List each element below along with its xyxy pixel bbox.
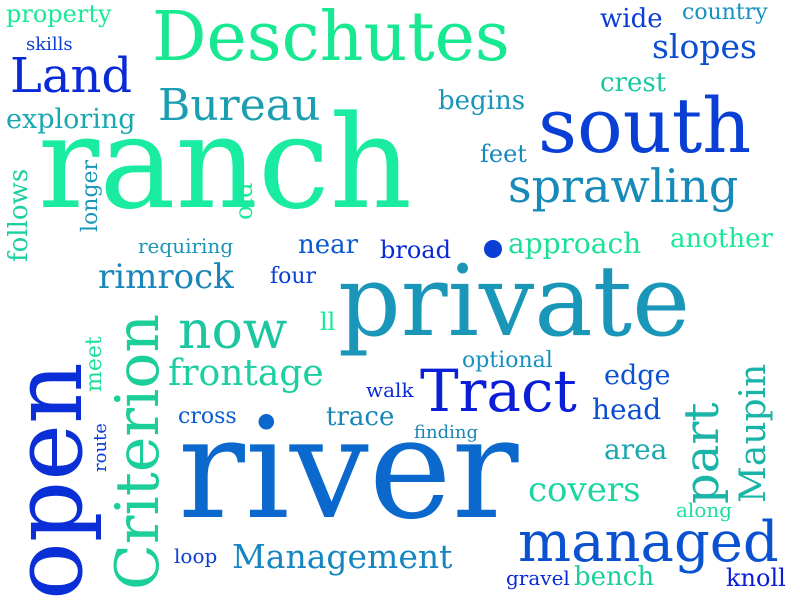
word-knoll: knoll — [726, 564, 786, 592]
word-sprawling: sprawling — [508, 159, 739, 213]
word-edge: edge — [604, 360, 671, 391]
word-wide: wide — [600, 4, 663, 34]
word-rimrock: rimrock — [98, 257, 234, 297]
word-another: another — [670, 224, 773, 254]
word-exploring: exploring — [6, 104, 136, 135]
word-feet: feet — [480, 140, 527, 168]
word-ll: ll — [320, 308, 336, 336]
word-longer: longer — [78, 159, 103, 232]
word-maupin: Maupin — [733, 363, 774, 503]
word-near: near — [298, 230, 359, 260]
word-tract: Tract — [420, 357, 577, 425]
word-broad: broad — [380, 236, 451, 264]
word-land: Land — [10, 48, 133, 104]
word-old: old — [230, 182, 258, 221]
word-cross: cross — [178, 404, 237, 429]
word-covers: covers — [528, 470, 641, 510]
word-route: route — [90, 423, 111, 472]
word-approach: approach — [508, 227, 642, 260]
word-walk: walk — [366, 378, 414, 402]
word-south: south — [538, 81, 752, 170]
word-head: head — [592, 393, 662, 426]
word-area: area — [604, 433, 668, 466]
word-skills: skills — [26, 34, 73, 55]
word-country: country — [682, 0, 768, 25]
word-crest: crest — [600, 68, 667, 98]
word-management: Management — [232, 537, 453, 576]
word-bench: bench — [574, 562, 655, 592]
word-river: river — [178, 388, 519, 551]
word-frontage: frontage — [168, 353, 324, 394]
word-managed: managed — [518, 510, 779, 575]
word-criterion: Criterion — [103, 313, 173, 590]
word-finding: finding — [414, 422, 478, 443]
word-gravel: gravel — [506, 566, 570, 590]
word-follows: follows — [4, 168, 34, 262]
word-loop: loop — [174, 544, 218, 568]
word-open: open — [0, 362, 104, 600]
word-requiring: requiring — [138, 234, 234, 258]
word-now: now — [178, 301, 288, 361]
word-meet: meet — [82, 336, 107, 392]
word-ranch: ranch — [38, 89, 413, 238]
word-slopes: slopes — [652, 27, 757, 66]
word-optional: optional — [462, 348, 553, 373]
word-bureau: Bureau — [158, 80, 321, 131]
word-four: four — [270, 264, 317, 289]
word-along: along — [676, 498, 733, 522]
accent-dot — [484, 240, 502, 258]
word-part: part — [674, 402, 730, 504]
word-private: private — [338, 245, 691, 359]
word-deschutes: Deschutes — [152, 0, 510, 77]
word-property: property — [6, 0, 112, 28]
word-trace: trace — [326, 402, 395, 432]
word-begins: begins — [438, 86, 526, 116]
